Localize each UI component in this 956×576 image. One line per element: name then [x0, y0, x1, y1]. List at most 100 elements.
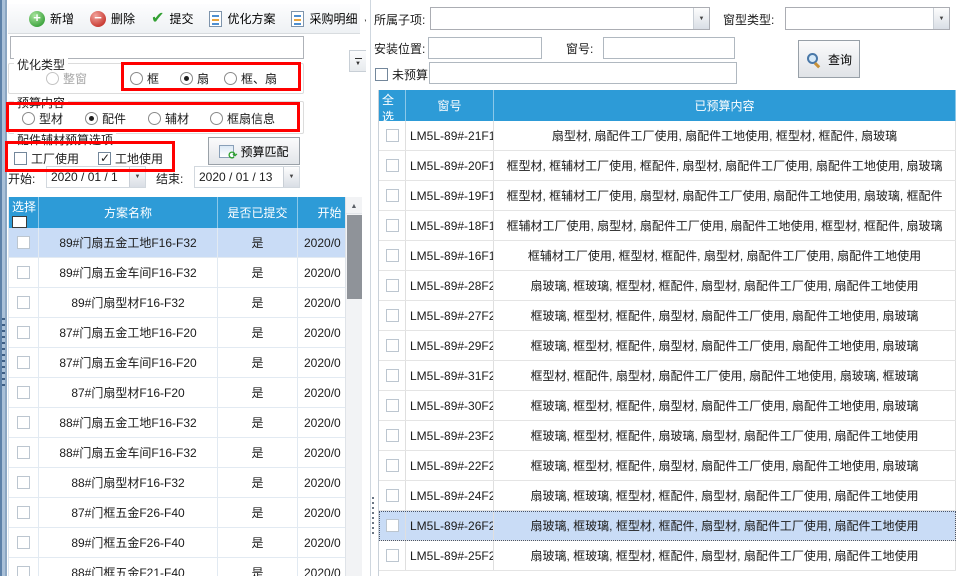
window-table-row[interactable]: LM5L-89#-23F21 框玻璃, 框型材, 框配件, 扇玻璃, 扇型材, 扇…	[379, 421, 956, 451]
row-checkbox[interactable]	[17, 506, 30, 519]
row-checkbox[interactable]	[385, 399, 399, 412]
row-checkbox[interactable]	[385, 459, 399, 472]
window-table-row[interactable]: LM5L-89#-16F15 框辅材工厂使用, 框型材, 框配件, 扇型材, 扇配…	[379, 241, 956, 271]
plan-table-row[interactable]: 88#门扇型材F16-F32 是 2020/0	[9, 468, 362, 498]
row-checkbox[interactable]	[17, 236, 30, 249]
delete-button[interactable]: 删除	[83, 7, 142, 31]
no-budget-input[interactable]	[429, 62, 737, 84]
radio-frame-sash[interactable]: 框、扇	[224, 70, 277, 87]
window-table-row[interactable]: LM5L-89#-18F16 框辅材工厂使用, 扇型材, 扇配件工厂使用, 扇配件…	[379, 211, 956, 241]
plan-table-row[interactable]: 89#门扇型材F16-F32 是 2020/0	[9, 288, 362, 318]
row-checkbox[interactable]	[17, 296, 30, 309]
optimize-plan-button[interactable]: 优化方案	[202, 7, 282, 31]
purchase-detail-button[interactable]: 采购明细	[284, 7, 377, 31]
select-all-checkbox[interactable]	[12, 216, 27, 228]
row-checkbox[interactable]	[17, 446, 30, 459]
plan-table-row[interactable]: 87#门扇五金车间F16-F20 是 2020/0	[9, 348, 362, 378]
radio-sash[interactable]: 扇	[180, 70, 209, 87]
left-edge-panel[interactable]	[0, 0, 7, 576]
end-date-picker[interactable]: 2020 / 01 / 13	[194, 166, 300, 188]
row-checkbox[interactable]	[385, 129, 399, 142]
row-checkbox[interactable]	[17, 326, 30, 339]
plan-table-row[interactable]: 87#门框五金F26-F40 是 2020/0	[9, 498, 362, 528]
radio-accessory[interactable]: 配件	[85, 110, 126, 127]
install-position-input[interactable]	[428, 37, 542, 59]
row-checkbox[interactable]	[385, 519, 399, 532]
plan-name: 89#门扇型材F16-F32	[39, 288, 218, 317]
plan-table-row[interactable]: 87#门扇型材F16-F20 是 2020/0	[9, 378, 362, 408]
row-checkbox[interactable]	[17, 566, 30, 576]
window-no-input[interactable]	[603, 37, 735, 59]
checkbox-factory-use[interactable]: 工厂使用	[14, 150, 79, 167]
plan-table-row[interactable]: 89#门扇五金车间F16-F32 是 2020/0	[9, 258, 362, 288]
budget-match-button[interactable]: 预算匹配	[208, 137, 300, 165]
calendar-dropdown-icon[interactable]	[129, 167, 145, 187]
plan-name: 89#门扇五金工地F16-F32	[39, 228, 218, 257]
dropdown-arrow-icon[interactable]	[693, 8, 709, 29]
row-checkbox[interactable]	[17, 386, 30, 399]
row-checkbox[interactable]	[385, 279, 399, 292]
window-table-row[interactable]: LM5L-89#-22F20 框玻璃, 框型材, 框配件, 扇型材, 扇配件工厂使…	[379, 451, 956, 481]
row-checkbox[interactable]	[385, 189, 399, 202]
row-checkbox[interactable]	[17, 356, 30, 369]
plan-table-row[interactable]: 88#门框五金F21-F40 是 2020/0	[9, 558, 362, 576]
budgeted-content: 扇玻璃, 框玻璃, 框型材, 框配件, 扇型材, 扇配件工厂使用, 扇配件工地使…	[494, 271, 956, 300]
edge-splitter-grip-icon[interactable]	[2, 318, 5, 388]
row-checkbox[interactable]	[385, 309, 399, 322]
window-table-row[interactable]: LM5L-89#-30F28 框玻璃, 框型材, 框配件, 扇型材, 扇配件工厂使…	[379, 391, 956, 421]
plan-submitted: 是	[218, 498, 298, 527]
window-table-row[interactable]: LM5L-89#-28F26 扇玻璃, 框玻璃, 框型材, 框配件, 扇型材, 扇…	[379, 271, 956, 301]
row-checkbox[interactable]	[385, 339, 399, 352]
toolbar-overflow-button[interactable]	[349, 50, 367, 72]
row-checkbox[interactable]	[17, 536, 30, 549]
query-button[interactable]: 查询	[798, 40, 860, 78]
row-checkbox[interactable]	[17, 416, 30, 429]
radio-auxiliary[interactable]: 辅材	[148, 110, 189, 127]
row-checkbox[interactable]	[17, 476, 30, 489]
plan-table-row[interactable]: 88#门扇五金工地F16-F32 是 2020/0	[9, 408, 362, 438]
row-checkbox-cell	[9, 288, 39, 317]
row-checkbox[interactable]	[385, 489, 399, 502]
window-table-row[interactable]: LM5L-89#-27F25 框玻璃, 框型材, 框配件, 扇型材, 扇配件工厂使…	[379, 301, 956, 331]
checkbox-icon	[98, 151, 111, 165]
scroll-up-icon[interactable]	[346, 197, 362, 214]
plan-table-row[interactable]: 89#门框五金F26-F40 是 2020/0	[9, 528, 362, 558]
submit-button[interactable]: 提交	[144, 7, 200, 31]
window-table-row[interactable]: LM5L-89#-26F24 扇玻璃, 框玻璃, 框型材, 框配件, 扇型材, 扇…	[379, 511, 956, 541]
splitter-grip-icon[interactable]	[372, 497, 375, 535]
plan-table-row[interactable]: 89#门扇五金工地F16-F32 是 2020/0	[9, 228, 362, 258]
window-type-dropdown[interactable]	[785, 7, 950, 30]
checkbox-site-use[interactable]: 工地使用	[98, 150, 163, 167]
plan-filter-input[interactable]	[10, 36, 304, 59]
window-table-row[interactable]: LM5L-89#-31F29 框型材, 框配件, 扇型材, 扇配件工厂使用, 扇配…	[379, 361, 956, 391]
window-table-row[interactable]: LM5L-89#-24F22 扇玻璃, 框玻璃, 框型材, 框配件, 扇型材, 扇…	[379, 481, 956, 511]
row-checkbox[interactable]	[385, 429, 399, 442]
window-table-row[interactable]: LM5L-89#-25F23 扇玻璃, 框玻璃, 框型材, 框配件, 扇型材, 扇…	[379, 541, 956, 571]
radio-frame-sash-info[interactable]: 框扇信息	[210, 110, 275, 127]
plan-table-row[interactable]: 87#门扇五金工地F16-F20 是 2020/0	[9, 318, 362, 348]
plan-table-scrollbar[interactable]	[345, 197, 362, 576]
plan-table-row[interactable]: 88#门扇五金车间F16-F32 是 2020/0	[9, 438, 362, 468]
row-checkbox[interactable]	[385, 249, 399, 262]
sub-item-dropdown[interactable]	[430, 7, 710, 30]
add-button[interactable]: 新增	[22, 7, 81, 31]
scrollbar-thumb[interactable]	[347, 215, 362, 299]
dropdown-arrow-icon[interactable]	[933, 8, 949, 29]
radio-whole-window[interactable]: 整窗	[46, 70, 87, 87]
row-checkbox[interactable]	[385, 549, 399, 562]
row-checkbox[interactable]	[385, 159, 399, 172]
no-budget-checkbox[interactable]: 未预算:	[375, 66, 431, 83]
calendar-dropdown-icon[interactable]	[283, 167, 299, 187]
start-date-picker[interactable]: 2020 / 01 / 1	[46, 166, 146, 188]
window-table-row[interactable]: LM5L-89#-29F27 框玻璃, 框型材, 框配件, 扇型材, 扇配件工厂使…	[379, 331, 956, 361]
row-checkbox[interactable]	[385, 219, 399, 232]
add-label: 新增	[50, 12, 75, 26]
plan-name: 88#门扇型材F16-F32	[39, 468, 218, 497]
window-table-row[interactable]: LM5L-89#-21F19 扇型材, 扇配件工厂使用, 扇配件工地使用, 框型材…	[379, 121, 956, 151]
row-checkbox[interactable]	[385, 369, 399, 382]
radio-frame[interactable]: 框	[130, 70, 159, 87]
window-table-row[interactable]: LM5L-89#-20F18 框型材, 框辅材工厂使用, 框配件, 扇型材, 扇配…	[379, 151, 956, 181]
radio-profile[interactable]: 型材	[22, 110, 63, 127]
window-table-row[interactable]: LM5L-89#-19F17 框型材, 框辅材工厂使用, 扇型材, 扇配件工厂使用…	[379, 181, 956, 211]
row-checkbox[interactable]	[17, 266, 30, 279]
